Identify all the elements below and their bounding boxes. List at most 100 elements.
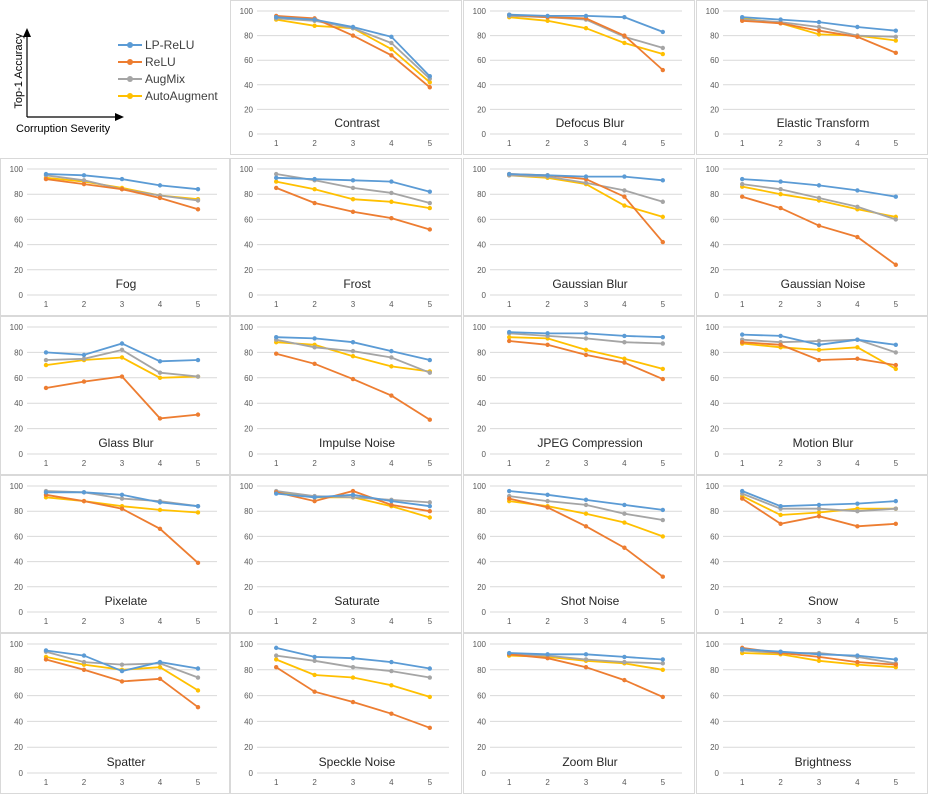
data-point xyxy=(43,657,49,662)
y-tick-label: 80 xyxy=(710,32,719,41)
data-point xyxy=(350,178,356,183)
y-tick-label: 80 xyxy=(14,666,23,675)
data-point xyxy=(660,661,665,666)
data-point xyxy=(312,336,317,341)
data-point xyxy=(660,694,665,700)
data-point xyxy=(893,662,898,667)
data-point xyxy=(660,67,665,73)
chart-svg: 0 20 40 60 80 100 1 2 3 4 5 Snow xyxy=(706,482,915,626)
y-tick-label: 100 xyxy=(10,482,24,491)
data-point xyxy=(389,40,394,46)
data-point xyxy=(583,665,589,670)
y-tick-label: 100 xyxy=(706,323,720,332)
legend-marker-icon xyxy=(118,38,142,52)
data-point xyxy=(507,496,512,501)
data-point xyxy=(622,502,627,508)
x-tick-label: 1 xyxy=(44,617,49,626)
data-point xyxy=(119,374,125,379)
x-tick-label: 2 xyxy=(545,617,550,626)
data-point xyxy=(350,675,356,680)
data-point xyxy=(622,340,627,345)
data-point xyxy=(622,545,627,550)
data-point xyxy=(660,45,665,51)
y-tick-label: 0 xyxy=(249,450,254,459)
x-tick-label: 1 xyxy=(274,459,279,468)
data-point xyxy=(855,24,860,30)
data-point xyxy=(427,80,432,85)
y-tick-label: 0 xyxy=(19,450,24,459)
chart-title: Frost xyxy=(343,277,371,291)
data-point xyxy=(778,179,783,184)
data-point xyxy=(660,366,665,372)
data-point xyxy=(778,503,783,509)
series-line-relu xyxy=(741,195,897,266)
data-point xyxy=(350,209,356,215)
data-point xyxy=(350,665,356,670)
data-point xyxy=(157,665,163,670)
x-tick-label: 1 xyxy=(507,617,512,626)
data-point xyxy=(350,185,356,191)
chart-svg: 0 20 40 60 80 100 1 2 3 4 5 Elastic Transform xyxy=(706,7,915,148)
x-tick-label: 4 xyxy=(389,617,394,626)
data-point xyxy=(893,362,898,368)
data-point xyxy=(81,379,87,384)
data-point xyxy=(660,517,665,523)
data-point xyxy=(583,331,589,336)
data-point xyxy=(312,498,317,504)
data-point xyxy=(312,186,317,192)
x-tick-label: 4 xyxy=(622,778,627,787)
data-point xyxy=(119,668,125,674)
data-point xyxy=(274,645,279,651)
data-point xyxy=(274,657,279,662)
chart-panel: 0 20 40 60 80 100 1 2 3 4 5 Gaussian Blur xyxy=(463,158,695,316)
y-tick-label: 60 xyxy=(244,56,253,65)
x-tick-label: 3 xyxy=(817,617,822,626)
chart-svg: 0 20 40 60 80 100 1 2 3 4 5 Frost xyxy=(240,165,449,309)
data-point xyxy=(427,666,432,671)
data-point xyxy=(545,331,550,336)
chart-title: Glass Blur xyxy=(98,436,153,450)
data-point xyxy=(507,171,512,177)
chart-title: Impulse Noise xyxy=(319,436,395,450)
data-point xyxy=(660,29,665,35)
x-tick-label: 4 xyxy=(622,139,627,148)
data-point xyxy=(583,180,589,186)
y-tick-label: 60 xyxy=(477,215,486,224)
data-point xyxy=(893,50,898,56)
data-point xyxy=(274,665,279,670)
x-tick-label: 3 xyxy=(817,459,822,468)
x-tick-label: 4 xyxy=(389,139,394,148)
y-tick-label: 60 xyxy=(710,215,719,224)
data-point xyxy=(157,370,163,375)
data-point xyxy=(778,17,783,22)
y-tick-label: 80 xyxy=(14,348,23,357)
data-point xyxy=(43,648,49,653)
legend-item-augmix: AugMix xyxy=(118,70,218,87)
data-point xyxy=(622,333,627,339)
data-point xyxy=(389,659,394,665)
data-point xyxy=(660,214,665,220)
y-tick-label: 40 xyxy=(244,81,253,90)
data-point xyxy=(855,659,860,665)
y-tick-label: 20 xyxy=(710,105,719,114)
x-tick-label: 3 xyxy=(120,300,125,309)
data-point xyxy=(778,521,783,526)
data-point xyxy=(816,510,822,515)
data-point xyxy=(893,217,898,222)
data-point xyxy=(350,699,356,705)
x-tick-label: 5 xyxy=(428,778,433,787)
y-tick-label: 80 xyxy=(477,666,486,675)
y-tick-label: 20 xyxy=(477,583,486,592)
data-point xyxy=(507,338,512,344)
chart-panel: 0 20 40 60 80 100 1 2 3 4 5 JPEG Compression xyxy=(463,316,695,475)
y-tick-label: 40 xyxy=(244,558,253,567)
y-tick-label: 0 xyxy=(19,769,24,778)
x-tick-label: 4 xyxy=(855,300,860,309)
data-point xyxy=(119,355,125,360)
x-tick-label: 1 xyxy=(507,778,512,787)
chart-svg: 0 20 40 60 80 100 1 2 3 4 5 Glass Blur xyxy=(10,323,217,468)
data-point xyxy=(545,342,550,347)
data-point xyxy=(778,342,783,347)
data-point xyxy=(389,498,394,504)
data-point xyxy=(660,657,665,662)
